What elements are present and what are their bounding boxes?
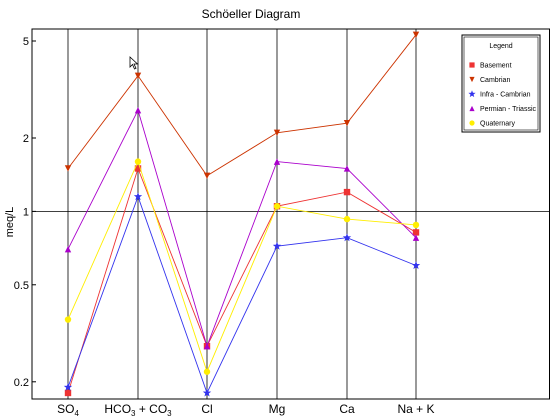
data-point [203,342,211,350]
data-point [411,261,421,270]
legend-marker [469,76,475,83]
legend-marker [469,62,475,68]
legend-label: Quaternary [480,121,516,128]
legend-marker [468,90,476,98]
y-axis-label: meq/L [4,207,16,238]
y-tick-label: 2 [23,133,29,145]
legend-marker [469,105,475,112]
y-tick-label: 0.2 [14,377,29,389]
legend-label: Cambrian [480,77,510,84]
legend-label: Infra - Cambrian [480,92,531,99]
data-point [134,72,142,79]
cursor-icon [129,56,139,70]
legend-inner-box [463,36,539,131]
legend-label: Permian - Triassic [480,106,537,113]
data-point [342,233,352,242]
data-point [412,229,420,236]
legend-item: Quaternary [469,120,516,128]
data-point [63,382,73,391]
legend-title: Legend [489,43,512,50]
series-line [67,167,417,394]
y-tick-label: 5 [23,36,29,48]
data-point [273,129,281,137]
data-point [412,234,420,241]
legend-box [461,34,541,133]
data-point [64,316,72,323]
series-line [67,195,417,395]
data-point [412,31,420,39]
data-point [343,165,351,172]
data-point [202,388,212,397]
series-layer [63,31,421,397]
data-point [412,221,420,229]
legend: Legend Basement Cambrian Infra - Cambrian Pe… [461,34,541,133]
grid-lines [32,29,550,399]
data-point [133,192,143,201]
data-point [343,188,351,196]
legend-label: Basement [480,63,512,70]
series-cambrian [64,31,420,179]
series-line [67,108,417,348]
x-tick-label: SO4 [57,402,79,418]
x-tick-label: Ca [339,402,355,416]
data-point [134,107,142,114]
x-tick-label: Na + K [397,402,434,416]
data-point [343,215,351,223]
x-tick-label: HCO3 + CO3 [104,402,172,418]
data-point [134,165,142,172]
series-line [67,160,417,373]
data-point [203,368,211,375]
data-point [64,245,72,253]
legend-marker [469,120,475,126]
data-point [203,172,211,179]
legend-item: Infra - Cambrian [468,90,531,99]
x-axis-ticks: SO4 HCO3 + CO3 Cl Mg Ca Na + K [57,402,434,418]
x-tick-label: Mg [269,402,286,416]
x-tick-label: Cl [201,402,212,416]
y-tick-label: 0.5 [14,280,29,292]
y-tick-label: 1 [23,206,29,218]
chart-title: Schöeller Diagram [202,7,301,21]
series-infra-cambrian [63,192,421,397]
data-point [273,203,281,210]
data-point [273,158,281,165]
data-point [272,241,282,250]
data-point [343,120,351,127]
series-quaternary [64,158,420,375]
data-point [64,389,72,397]
series-line [67,34,417,177]
legend-item: Cambrian [469,76,510,84]
data-point [134,158,142,165]
series-permian-triassic [64,107,420,350]
legend-item: Basement [469,62,512,70]
y-axis-ticks: 0.2 0.5 1 2 5 [14,36,36,389]
legend-item: Permian - Triassic [469,105,537,113]
data-point [64,165,72,172]
